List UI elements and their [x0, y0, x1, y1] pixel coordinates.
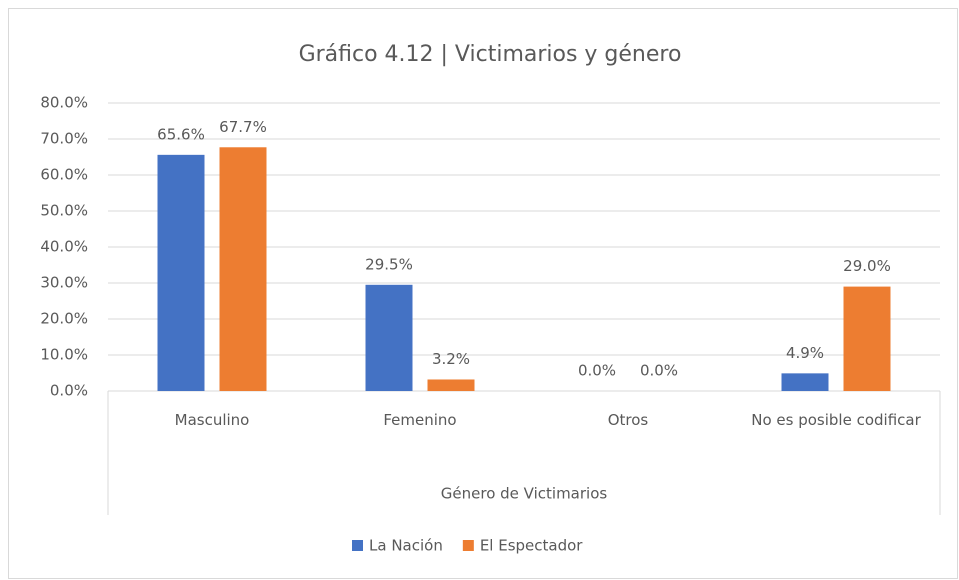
bar	[219, 147, 267, 391]
x-tick-label: Masculino	[174, 411, 250, 429]
y-tick-label: 40.0%	[40, 238, 88, 256]
data-label: 3.2%	[432, 350, 470, 368]
bar	[365, 284, 413, 391]
data-label: 4.9%	[786, 344, 824, 362]
bar	[157, 154, 205, 391]
legend-swatch	[352, 540, 363, 551]
data-label: 0.0%	[578, 362, 616, 380]
y-tick-label: 80.0%	[40, 94, 88, 112]
y-tick-label: 60.0%	[40, 166, 88, 184]
y-tick-label: 0.0%	[50, 382, 88, 400]
bar	[781, 373, 829, 391]
data-label: 29.5%	[365, 255, 413, 273]
data-label: 67.7%	[219, 118, 267, 136]
x-tick-label: Otros	[607, 411, 649, 429]
chart-title: Gráfico 4.12 | Victimarios y género	[299, 42, 682, 67]
y-tick-label: 30.0%	[40, 274, 88, 292]
bar	[843, 286, 891, 391]
x-tick-label: Femenino	[383, 411, 457, 429]
data-label: 65.6%	[157, 125, 205, 143]
x-tick-label: No es posible codificar	[751, 411, 921, 429]
data-label: 0.0%	[640, 362, 678, 380]
y-tick-label: 70.0%	[40, 130, 88, 148]
x-axis-title: Género de Victimarios	[441, 485, 608, 503]
legend-label: La Nación	[369, 537, 443, 555]
legend-label: El Espectador	[480, 537, 583, 555]
legend-swatch	[462, 540, 474, 551]
y-tick-label: 50.0%	[40, 202, 88, 220]
y-tick-label: 10.0%	[40, 346, 88, 364]
data-label: 29.0%	[843, 257, 891, 275]
y-tick-label: 20.0%	[40, 310, 88, 328]
bar	[427, 379, 475, 391]
